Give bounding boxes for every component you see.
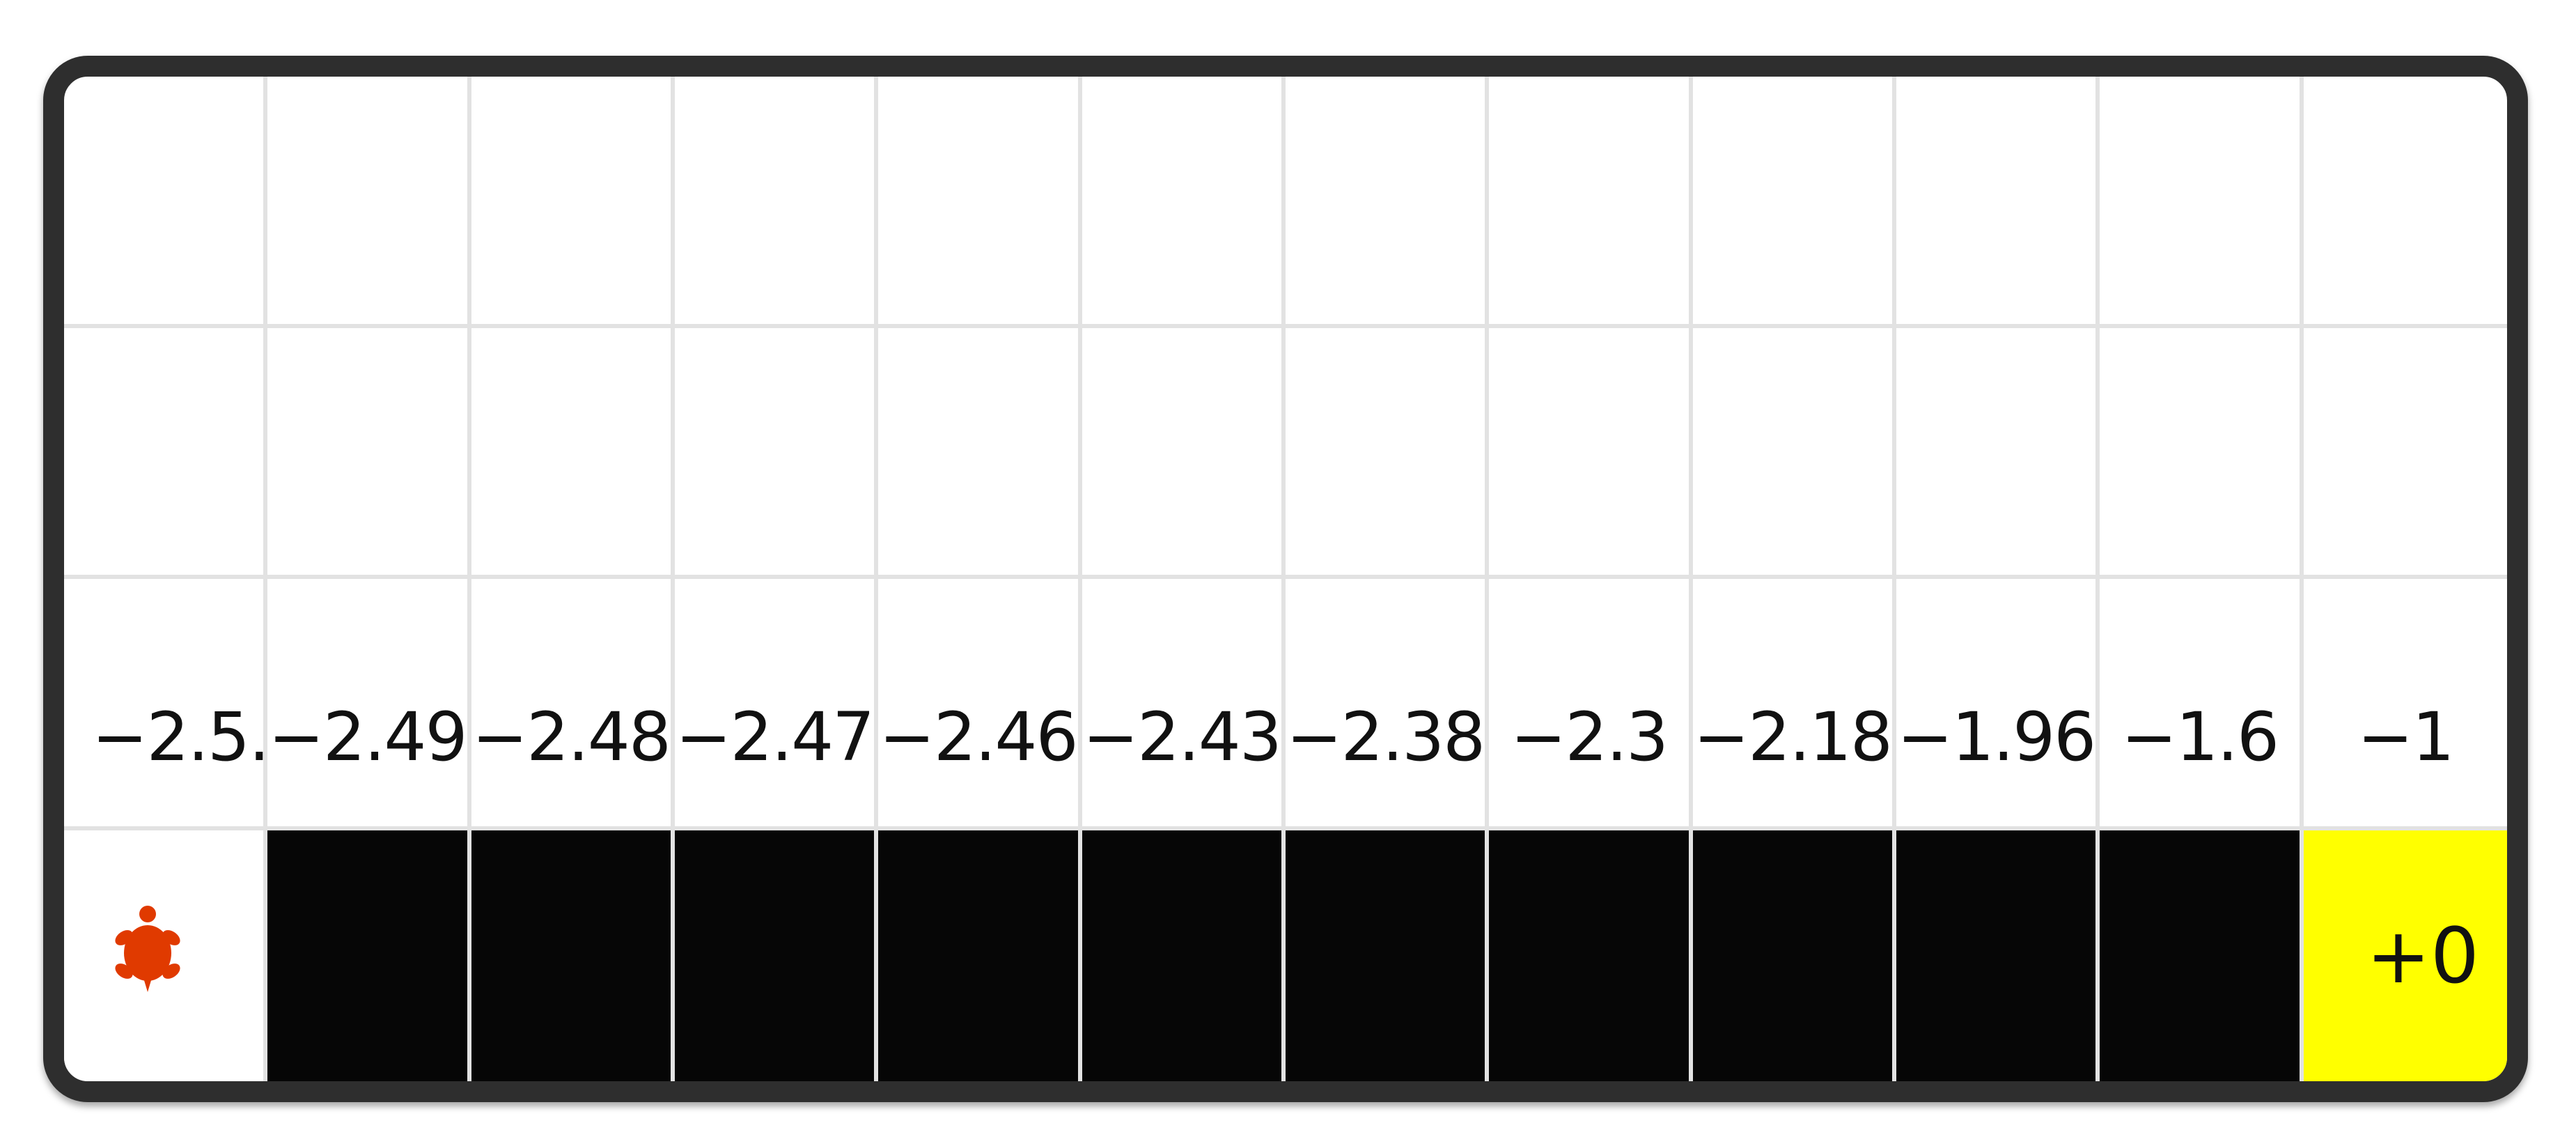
cliff-cell: [1692, 830, 1896, 1081]
grid-cell: [1692, 327, 1896, 579]
cliff-cell: [471, 830, 675, 1081]
turtle-icon: [115, 905, 180, 992]
state-value: −2.49: [268, 697, 467, 776]
grid-cell: [471, 327, 675, 579]
grid-cell: [64, 327, 268, 579]
grid-cell: [1489, 327, 1693, 579]
state-value-cell: −2.5.: [64, 579, 268, 830]
state-value: −2.48: [471, 697, 671, 776]
state-value-cell: −2.48: [471, 579, 675, 830]
state-value: −2.47: [676, 697, 875, 776]
grid-cell: [878, 327, 1082, 579]
grid-cell: [2303, 328, 2507, 579]
cliff-cell: [1286, 830, 1490, 1081]
state-value-cell: −2.43: [1082, 579, 1286, 830]
goal-cell: +0: [2303, 830, 2507, 1081]
state-value: −2.43: [1082, 697, 1282, 776]
cliff-cell: [1082, 830, 1286, 1081]
grid-cell: [2303, 77, 2507, 328]
state-value: −2.18: [1693, 697, 1893, 776]
cliff-cell: [1489, 830, 1693, 1081]
grid-cell: [64, 77, 268, 328]
cliff-cell: [878, 830, 1082, 1081]
state-value-cell: −1.96: [1896, 579, 2100, 830]
state-value-cell: −1: [2303, 579, 2507, 830]
grid-cell: [1692, 77, 1896, 328]
state-value-cell: −2.47: [675, 579, 879, 830]
state-value: −2.38: [1286, 697, 1485, 776]
gridworld: −2.5. −2.49 −2.48 −2.47 −2.46 −2.43 −2.3…: [64, 77, 2507, 1081]
grid-cell: [675, 77, 879, 328]
game-board: −2.5. −2.49 −2.48 −2.47 −2.46 −2.43 −2.3…: [43, 56, 2528, 1102]
grid-cell: [1286, 77, 1490, 328]
grid-cell: [675, 327, 879, 579]
grid-cell: [2100, 327, 2304, 579]
state-value-cell: −2.46: [878, 579, 1082, 830]
start-cell: [64, 830, 268, 1081]
state-value: −1.6: [2121, 697, 2279, 776]
state-value-cell: −1.6: [2100, 579, 2304, 830]
state-value: −1.96: [1897, 697, 2096, 776]
grid-cell: [2100, 77, 2304, 328]
grid-cell: [1489, 77, 1693, 328]
grid-cell: [1286, 327, 1490, 579]
goal-reward: +0: [2366, 911, 2479, 1000]
state-value-cell: −2.49: [267, 579, 471, 830]
grid-cell: [1896, 327, 2100, 579]
state-value-cell: −2.3: [1489, 579, 1693, 830]
grid-cell: [267, 327, 471, 579]
grid-cell: [471, 77, 675, 328]
state-value: −2.5.: [92, 697, 268, 776]
grid-cell: [878, 77, 1082, 328]
grid-cell: [267, 77, 471, 328]
grid-cell: [1082, 77, 1286, 328]
state-value-cell: −2.18: [1692, 579, 1896, 830]
cliff-cell: [267, 830, 471, 1081]
cliff-cell: [675, 830, 879, 1081]
grid-cell: [1082, 327, 1286, 579]
cliff-cell: [1896, 830, 2100, 1081]
state-value: −2.46: [879, 697, 1078, 776]
cliff-cell: [2100, 830, 2304, 1081]
grid-cell: [1896, 77, 2100, 328]
state-value-cell: −2.38: [1286, 579, 1490, 830]
state-value: −1: [2357, 697, 2455, 776]
state-value: −2.3: [1510, 697, 1669, 776]
